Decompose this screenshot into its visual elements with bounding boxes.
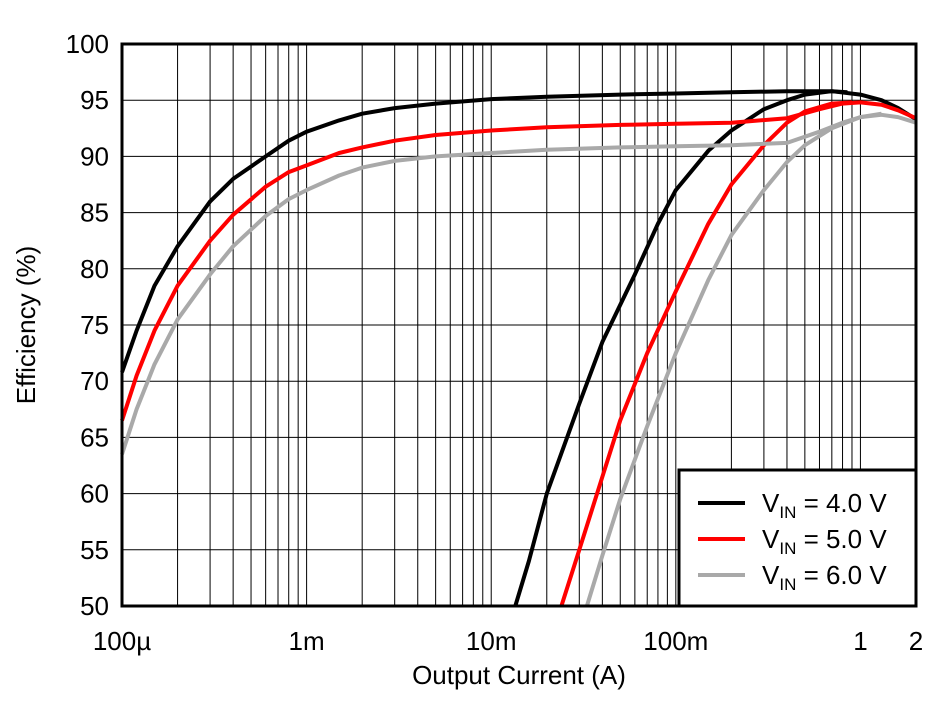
- y-tick-label: 60: [80, 479, 109, 509]
- plot-border: [120, 42, 918, 608]
- x-tick-label: 1: [853, 626, 867, 656]
- x-tick-label: 100m: [643, 626, 708, 656]
- y-tick-label: 85: [80, 198, 109, 228]
- y-tick-label: 70: [80, 366, 109, 396]
- legend-entry: VIN = 6.0 V: [762, 560, 887, 594]
- y-tick-label: 65: [80, 422, 109, 452]
- y-axis-title: Efficiency (%): [11, 246, 41, 404]
- tick-labels: 50 55 60 65 70 75 80 85 90 95 100 100µ 1m 10m 100m 1 2: [66, 29, 924, 656]
- series-line-3-curve-1: [120, 112, 917, 455]
- plot-frame: [120, 42, 918, 608]
- y-tick-label: 55: [80, 535, 109, 565]
- x-tick-label: 10m: [466, 626, 517, 656]
- y-tick-label: 95: [80, 85, 109, 115]
- x-tick-label: 1m: [289, 626, 325, 656]
- series-line-3-curve-2: [584, 111, 882, 607]
- y-tick-label: 90: [80, 141, 109, 171]
- series-line-1-curve-1: [120, 89, 918, 373]
- legend-entry: VIN = 5.0 V: [762, 524, 887, 558]
- y-tick-label: 100: [66, 29, 109, 59]
- y-tick-label: 75: [80, 310, 109, 340]
- y-tick-label: 50: [80, 591, 109, 621]
- series-line-1-curve-2: [513, 89, 848, 607]
- axis-titles: Output Current (A) Efficiency (%): [11, 246, 626, 690]
- legend-entry: VIN = 4.0 V: [762, 488, 887, 522]
- x-axis-title: Output Current (A): [412, 660, 626, 690]
- y-tick-label: 80: [80, 254, 109, 284]
- x-tick-label: 2: [909, 626, 923, 656]
- series-line-2-curve-2: [559, 100, 853, 607]
- x-tick-label: 100µ: [93, 626, 151, 656]
- series-lines: [120, 89, 918, 607]
